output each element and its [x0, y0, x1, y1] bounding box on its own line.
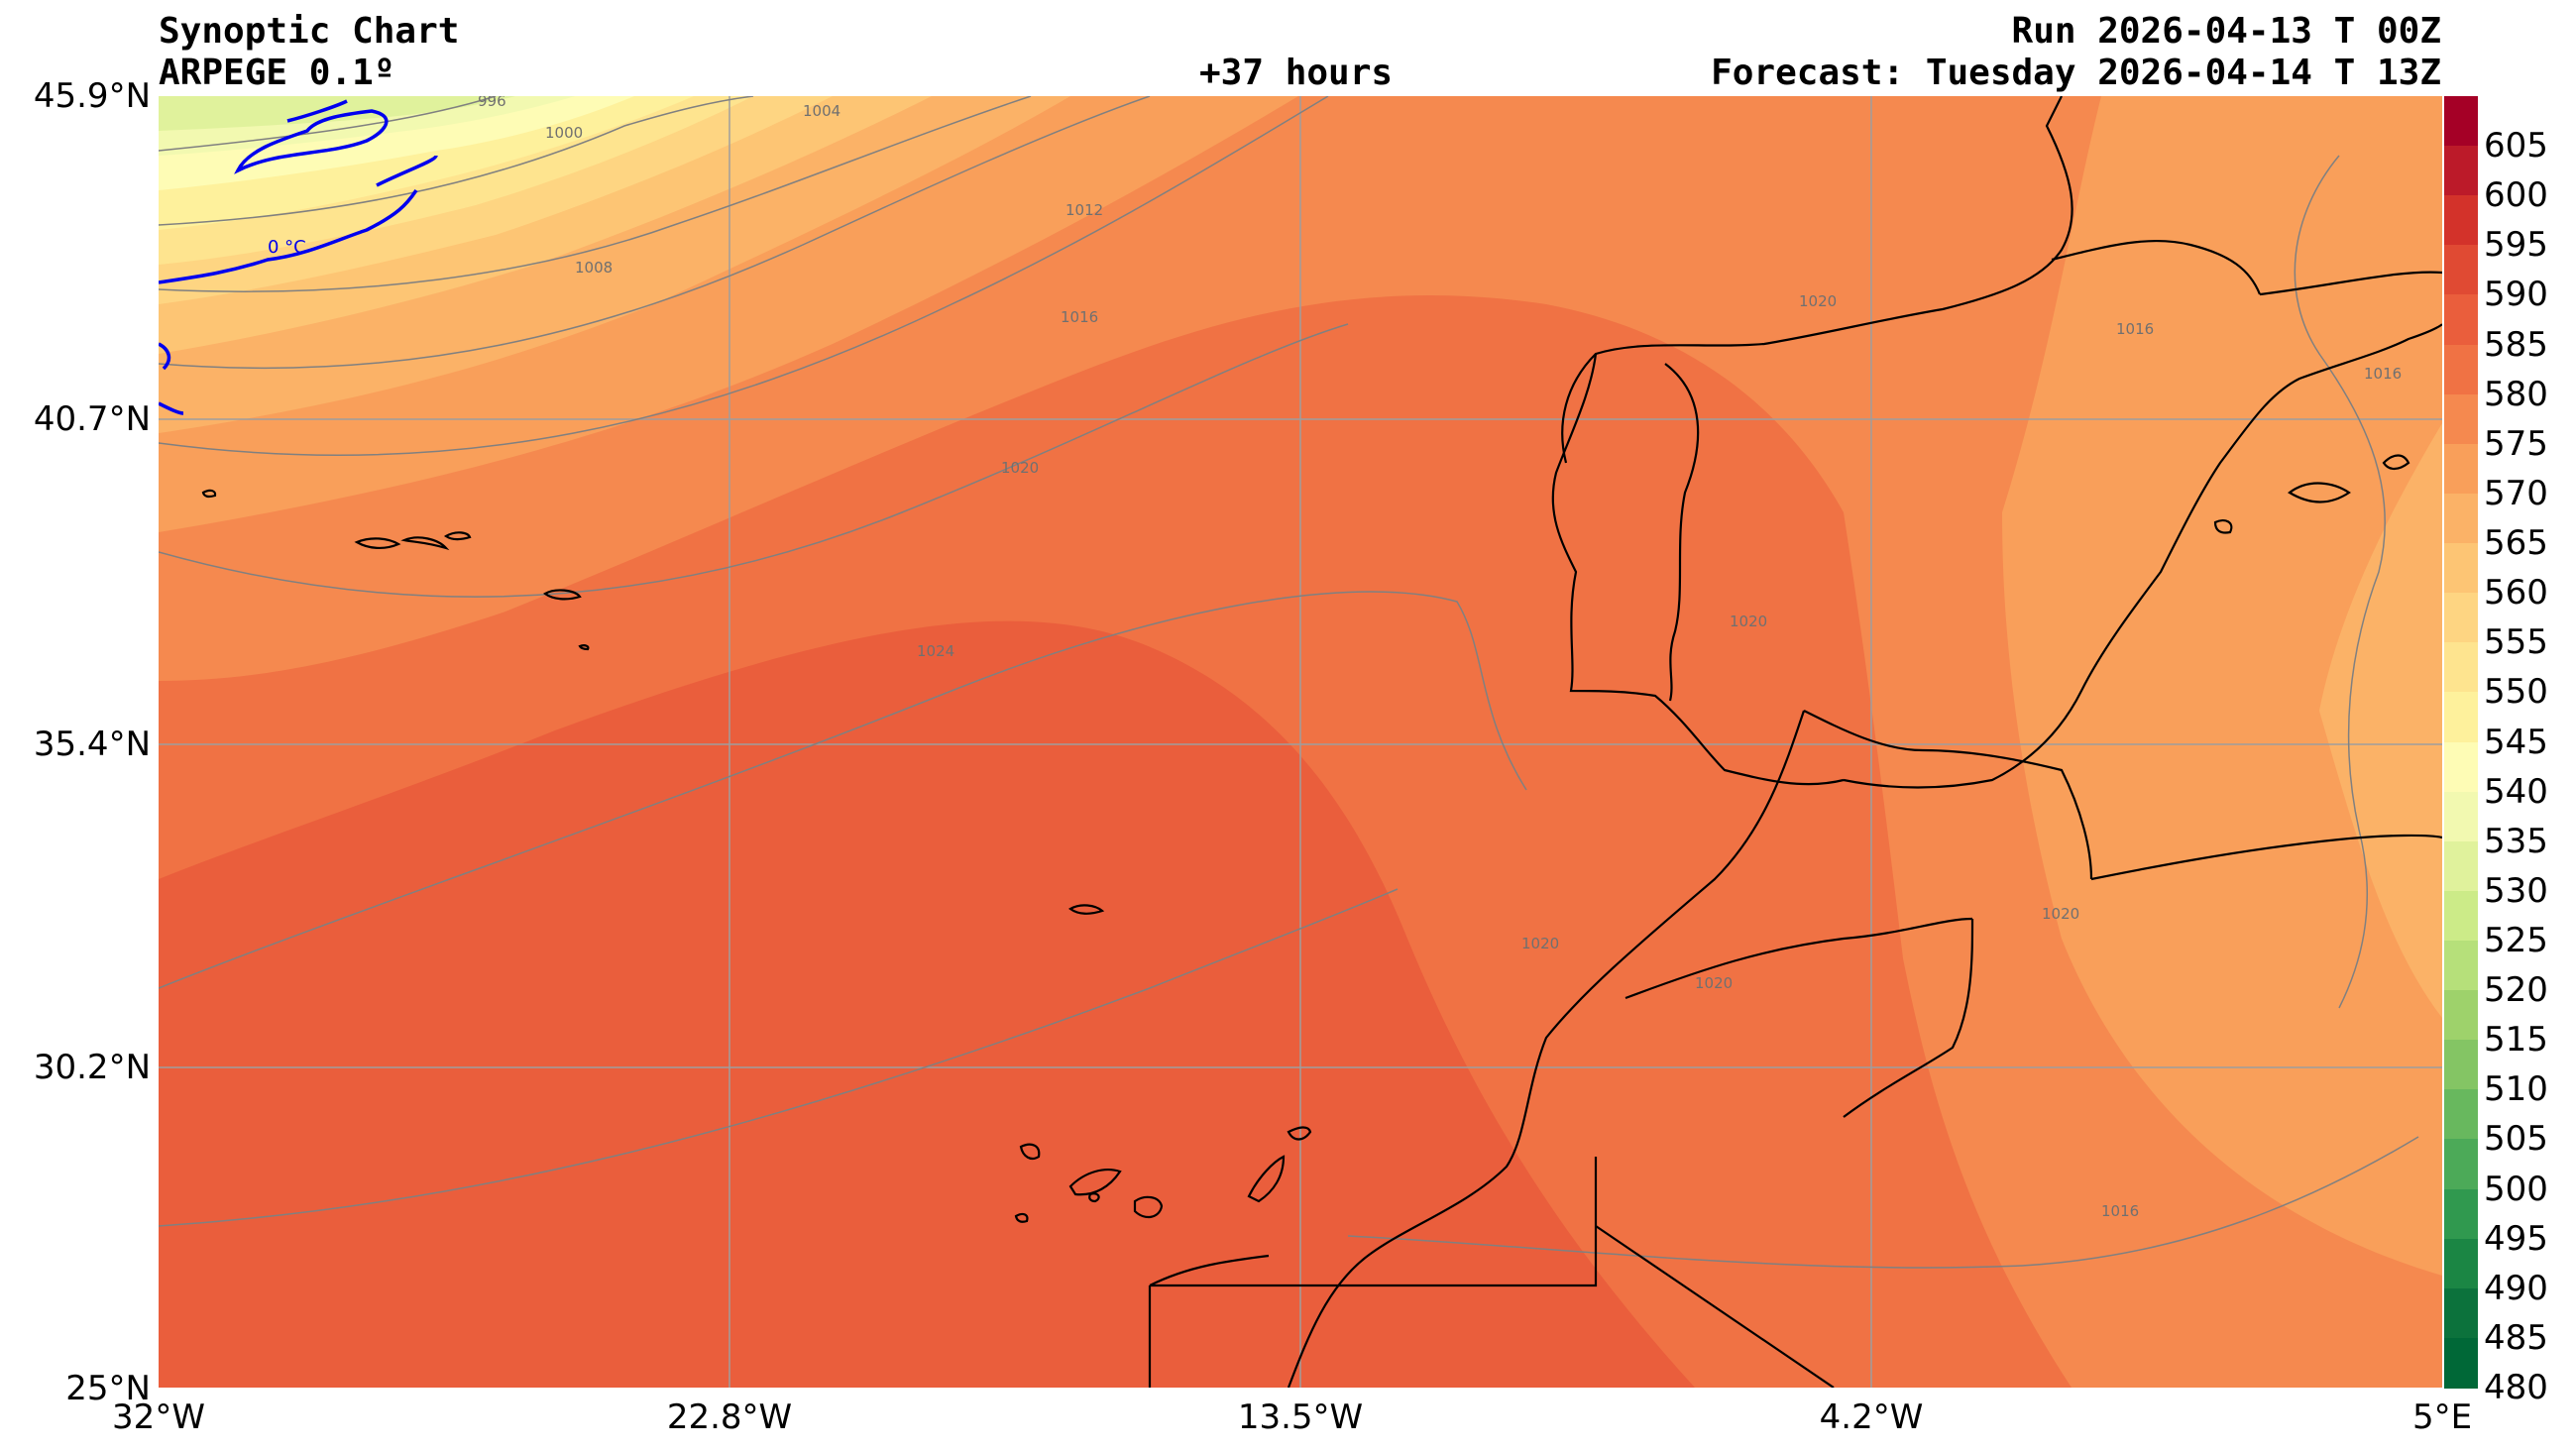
- colorbar-label: 600: [2484, 175, 2548, 216]
- isobar-label: 1020: [1799, 292, 1837, 310]
- colorbar-swatch: [2444, 1089, 2478, 1140]
- colorbar-swatch: [2444, 940, 2478, 991]
- colorbar-label: 490: [2484, 1268, 2548, 1308]
- colorbar-label: 570: [2484, 473, 2548, 513]
- lon-label: 22.8°W: [666, 1397, 793, 1437]
- colorbar-swatch: [2444, 741, 2478, 793]
- colorbar-label: 605: [2484, 126, 2548, 167]
- isobar-label: 1016: [2116, 320, 2154, 338]
- colorbar-swatch: [2444, 443, 2478, 495]
- lat-label: 30.2°N: [33, 1048, 151, 1087]
- colorbar-label: 535: [2484, 821, 2548, 861]
- isobar-label: 1024: [917, 642, 954, 660]
- colorbar-swatch: [2444, 990, 2478, 1041]
- isobar-label: 1020: [1001, 459, 1039, 477]
- isobar-label: 1004: [803, 102, 840, 120]
- forecast-time: Forecast: Tuesday 2026-04-14 T 13Z: [1711, 53, 2441, 93]
- isobar-label: 996: [478, 96, 506, 110]
- lat-label: 40.7°N: [33, 399, 151, 439]
- colorbar-label: 520: [2484, 970, 2548, 1011]
- field-fill: [159, 96, 515, 131]
- chart-title: Synoptic Chart: [159, 11, 460, 52]
- forecast-offset: +37 hours: [1199, 53, 1394, 93]
- colorbar-swatch: [2444, 1139, 2478, 1190]
- colorbar-label: 495: [2484, 1218, 2548, 1259]
- isobar-label-group: 996 1000 1004 1008 1012 1016 1020 1024 1…: [478, 96, 2402, 1220]
- colorbar-label: 590: [2484, 275, 2548, 315]
- field-fill: [2319, 423, 2442, 1018]
- isobar-label: 1016: [2364, 365, 2402, 383]
- colorbar-swatch: [2444, 1337, 2478, 1389]
- colorbar-swatch: [2444, 1287, 2478, 1339]
- colorbar-label: 540: [2484, 771, 2548, 812]
- colorbar-label: 585: [2484, 324, 2548, 365]
- colorbar-swatch: [2444, 493, 2478, 544]
- isobars: [159, 96, 2419, 1269]
- colorbar-label: 565: [2484, 523, 2548, 564]
- colorbar-swatch: [2444, 890, 2478, 942]
- colorbar-swatch: [2444, 593, 2478, 643]
- colorbar-swatch: [2444, 245, 2478, 296]
- colorbar-label: 575: [2484, 423, 2548, 464]
- colorbar-swatch: [2444, 642, 2478, 693]
- colorbar-swatch: [2444, 1238, 2478, 1289]
- colorbar-label: 525: [2484, 920, 2548, 960]
- colorbar-label: 485: [2484, 1317, 2548, 1358]
- colorbar-label: 505: [2484, 1119, 2548, 1160]
- lon-label: 5°E: [2411, 1397, 2473, 1437]
- colorbar-label: 555: [2484, 622, 2548, 663]
- isobar-label: 1020: [1521, 935, 1559, 952]
- colorbar-swatch: [2444, 96, 2478, 147]
- colorbar-swatch: [2444, 1040, 2478, 1090]
- colorbar: [2444, 96, 2478, 1389]
- lon-label: 13.5°W: [1237, 1397, 1364, 1437]
- colorbar-label: 595: [2484, 225, 2548, 266]
- colorbar-swatch: [2444, 393, 2478, 445]
- lat-label: 35.4°N: [33, 725, 151, 764]
- colorbar-swatch: [2444, 1188, 2478, 1240]
- isobar-label: 1016: [2101, 1202, 2139, 1220]
- model-name: ARPEGE 0.1º: [159, 53, 395, 93]
- map-area[interactable]: 996 1000 1004 1008 1012 1016 1020 1024 1…: [159, 96, 2442, 1388]
- colorbar-swatch: [2444, 692, 2478, 743]
- isotherm-label: 0 °C: [268, 237, 306, 258]
- colorbar-swatch: [2444, 543, 2478, 594]
- isobar-label: 1020: [1695, 974, 1733, 992]
- lon-label: 4.2°W: [1819, 1397, 1924, 1437]
- colorbar-label: 515: [2484, 1020, 2548, 1061]
- isobar-label: 1016: [1061, 308, 1098, 326]
- zero-isotherm: [159, 99, 438, 415]
- colorbar-label: 580: [2484, 374, 2548, 414]
- run-time: Run 2026-04-13 T 00Z: [2011, 11, 2441, 52]
- colorbar-label: 560: [2484, 573, 2548, 614]
- colorbar-swatch: [2444, 344, 2478, 395]
- isobar-label: 1012: [1065, 201, 1103, 219]
- isobar-label: 1020: [1730, 613, 1767, 630]
- colorbar-label: 510: [2484, 1069, 2548, 1110]
- colorbar-label: 480: [2484, 1368, 2548, 1407]
- colorbar-swatch: [2444, 195, 2478, 246]
- isobar-label: 1020: [2042, 905, 2079, 923]
- colorbar-swatch: [2444, 840, 2478, 892]
- colorbar-swatch: [2444, 791, 2478, 842]
- isobar-label: 1008: [575, 259, 613, 277]
- lat-label: 45.9°N: [33, 76, 151, 116]
- colorbar-swatch: [2444, 146, 2478, 196]
- lat-label: 25°N: [65, 1369, 151, 1408]
- graticule: [159, 96, 2442, 1388]
- colorbar-swatch: [2444, 294, 2478, 346]
- field-fill: [159, 96, 2442, 1276]
- coastlines: [201, 96, 2442, 1388]
- isobar-label: 1000: [545, 124, 583, 142]
- colorbar-label: 500: [2484, 1169, 2548, 1209]
- colorbar-label: 530: [2484, 870, 2548, 911]
- colorbar-label: 550: [2484, 672, 2548, 713]
- lon-label: 32°W: [112, 1397, 205, 1437]
- colorbar-label: 545: [2484, 722, 2548, 762]
